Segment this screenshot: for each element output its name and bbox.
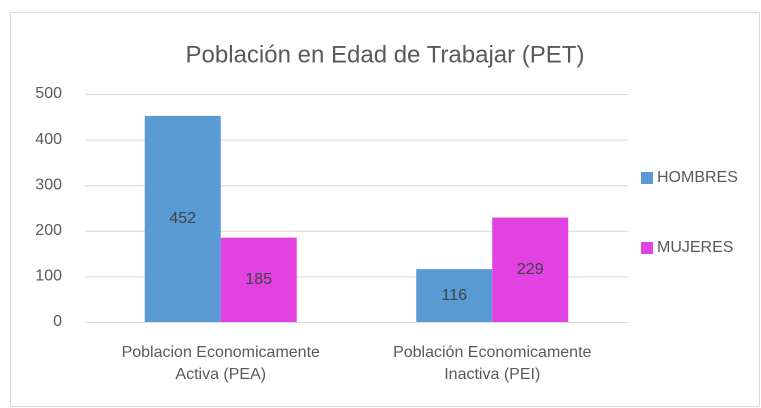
chart-title: Población en Edad de Trabajar (PET) (186, 41, 585, 68)
y-tick-label: 0 (53, 313, 62, 330)
data-label: 452 (169, 210, 196, 227)
legend-swatch (641, 172, 653, 184)
bar (144, 115, 221, 322)
x-tick-label-box: Poblacion Economicamente Activa (PEA) (121, 344, 320, 383)
data-label: 116 (441, 287, 467, 304)
data-label: 229 (517, 261, 544, 278)
legend-label: HOMBRES (657, 169, 738, 186)
y-tick-label: 400 (35, 131, 62, 148)
y-tick-label: 100 (35, 268, 62, 285)
legend-label: MUJERES (657, 239, 733, 256)
x-tick-label-box: Población Economicamente Inactiva (PEI) (393, 344, 592, 383)
x-tick-label: Poblacion Economicamente Activa (PEA) (121, 344, 320, 383)
data-label: 185 (245, 271, 272, 288)
y-tick-label: 200 (35, 222, 62, 239)
bar (492, 217, 569, 322)
bar (220, 237, 297, 322)
y-tick-label: 500 (35, 85, 62, 102)
x-tick-label: Población Economicamente Inactiva (PEI) (393, 344, 592, 383)
y-tick-label: 300 (35, 176, 62, 193)
bar (416, 269, 493, 322)
legend-swatch (641, 242, 653, 254)
chart-border (10, 12, 760, 407)
